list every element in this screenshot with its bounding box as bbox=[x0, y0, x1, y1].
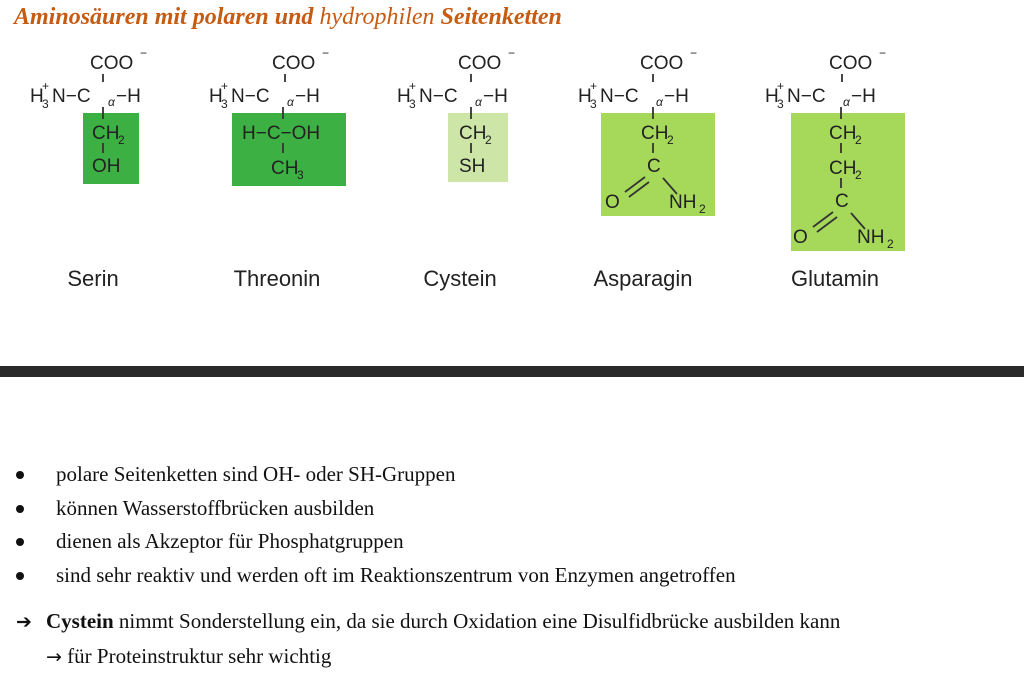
carboxylate-label: COO bbox=[272, 53, 315, 74]
side-chain-carbonyl-c: C bbox=[835, 191, 849, 212]
molecule-asparagin: COO − H + 3 N−C α −H CH 2 C O NH 2 Aspar… bbox=[578, 46, 715, 291]
molecule-glutamin: COO − H + 3 N−C α −H CH 2 CH 2 C O NH 2 … bbox=[765, 46, 905, 291]
svg-text:3: 3 bbox=[221, 97, 228, 111]
svg-text:2: 2 bbox=[855, 133, 862, 147]
page-title: Aminosäuren mit polaren und hydrophilen … bbox=[14, 4, 562, 30]
backbone-n-c: N−C bbox=[52, 86, 91, 107]
carboxylate-label: COO bbox=[90, 53, 133, 74]
molecule-threonin: COO − H + 3 N−C α −H H−C−OH CH 3 Threoni… bbox=[209, 46, 346, 291]
section-divider bbox=[0, 366, 1024, 377]
svg-text:+: + bbox=[221, 79, 228, 93]
bullet-icon bbox=[16, 504, 24, 513]
carboxylate-label: COO bbox=[829, 53, 872, 74]
svg-text:−: − bbox=[508, 46, 515, 60]
side-chain-ch3: CH bbox=[271, 158, 298, 179]
bullet-list: polare Seitenketten sind OH- oder SH-Gru… bbox=[16, 458, 736, 592]
side-chain-box bbox=[232, 113, 346, 186]
note-line-1: ➔ Cystein nimmt Sonderstellung ein, da si… bbox=[16, 604, 840, 639]
amino-group-charge: + bbox=[42, 79, 49, 93]
svg-text:3: 3 bbox=[777, 97, 784, 111]
amino-group-h: H bbox=[30, 86, 44, 107]
name-glutamin: Glutamin bbox=[791, 266, 879, 291]
svg-text:2: 2 bbox=[485, 133, 492, 147]
side-chain-box bbox=[601, 113, 715, 216]
svg-text:3: 3 bbox=[297, 168, 304, 182]
cystein-note: ➔ Cystein nimmt Sonderstellung ein, da si… bbox=[16, 604, 840, 674]
arrow-right-icon: → bbox=[46, 646, 62, 668]
svg-text:−H: −H bbox=[664, 86, 689, 107]
svg-text:2: 2 bbox=[699, 202, 706, 216]
side-chain-box bbox=[83, 113, 139, 184]
amino-group-sub: 3 bbox=[42, 97, 49, 111]
svg-text:α: α bbox=[475, 95, 483, 109]
backbone-h: −H bbox=[116, 86, 141, 107]
side-chain-ch2: CH bbox=[641, 123, 668, 144]
svg-text:+: + bbox=[409, 79, 416, 93]
svg-text:3: 3 bbox=[590, 97, 597, 111]
svg-text:2: 2 bbox=[855, 168, 862, 182]
molecule-serin: COO − H + 3 N−C α −H CH 2 OH Serin bbox=[30, 46, 147, 291]
svg-text:2: 2 bbox=[667, 133, 674, 147]
side-chain-hcoh: H−C−OH bbox=[242, 123, 320, 144]
name-threonin: Threonin bbox=[234, 266, 321, 291]
molecule-cystein: COO − H + 3 N−C α −H CH 2 SH Cystein bbox=[397, 46, 515, 291]
backbone-n-c: N−C bbox=[600, 86, 639, 107]
side-chain-box bbox=[448, 113, 508, 182]
svg-text:−H: −H bbox=[295, 86, 320, 107]
svg-text:2: 2 bbox=[118, 133, 125, 147]
carboxylate-label: COO bbox=[458, 53, 501, 74]
svg-text:H: H bbox=[578, 86, 592, 107]
svg-text:α: α bbox=[843, 95, 851, 109]
svg-text:−: − bbox=[690, 46, 697, 60]
side-chain-sh: SH bbox=[459, 156, 485, 177]
alpha-label: α bbox=[108, 95, 116, 109]
svg-text:+: + bbox=[590, 79, 597, 93]
svg-text:−H: −H bbox=[483, 86, 508, 107]
arrow-icon: ➔ bbox=[16, 611, 32, 633]
carboxylate-label: COO bbox=[640, 53, 683, 74]
backbone-n-c: N−C bbox=[787, 86, 826, 107]
side-chain-ch2: CH bbox=[92, 123, 119, 144]
note-bold: Cystein bbox=[46, 609, 114, 633]
svg-text:α: α bbox=[287, 95, 295, 109]
side-chain-o: O bbox=[793, 227, 808, 248]
name-asparagin: Asparagin bbox=[593, 266, 692, 291]
svg-text:+: + bbox=[777, 79, 784, 93]
svg-text:−: − bbox=[879, 46, 886, 60]
side-chain-nh2: NH bbox=[669, 192, 696, 213]
svg-text:2: 2 bbox=[887, 237, 894, 251]
side-chain-ch2: CH bbox=[829, 123, 856, 144]
side-chain-nh2: NH bbox=[857, 227, 884, 248]
side-chain-carbonyl-c: C bbox=[647, 156, 661, 177]
list-item: sind sehr reaktiv und werden oft im Reak… bbox=[16, 559, 736, 593]
list-item: dienen als Akzeptor für Phosphatgruppen bbox=[16, 525, 736, 559]
side-chain-ch2-second: CH bbox=[829, 158, 856, 179]
svg-text:H: H bbox=[209, 86, 223, 107]
svg-text:3: 3 bbox=[409, 97, 416, 111]
bullet-icon bbox=[16, 538, 24, 546]
name-serin: Serin bbox=[67, 266, 118, 291]
side-chain-box bbox=[791, 113, 905, 251]
name-cystein: Cystein bbox=[423, 266, 496, 291]
backbone-n-c: N−C bbox=[419, 86, 458, 107]
bullet-icon bbox=[16, 571, 24, 580]
list-item: können Wasserstoffbrücken ausbilden bbox=[16, 492, 736, 526]
backbone-n-c: N−C bbox=[231, 86, 270, 107]
svg-text:H: H bbox=[397, 86, 411, 107]
carboxylate-charge: − bbox=[140, 46, 147, 60]
side-chain-o: O bbox=[605, 192, 620, 213]
list-item: polare Seitenketten sind OH- oder SH-Gru… bbox=[16, 458, 736, 492]
bullet-icon bbox=[16, 471, 24, 479]
svg-text:−H: −H bbox=[851, 86, 876, 107]
svg-text:H: H bbox=[765, 86, 779, 107]
svg-text:α: α bbox=[656, 95, 664, 109]
note-line-2: → für Proteinstruktur sehr wichtig bbox=[46, 644, 332, 668]
svg-text:−: − bbox=[322, 46, 329, 60]
amino-acid-structures: COO − H + 3 N−C α −H CH 2 OH Serin COO −… bbox=[30, 46, 905, 291]
side-chain-oh: OH bbox=[92, 156, 121, 177]
side-chain-ch2: CH bbox=[459, 123, 486, 144]
